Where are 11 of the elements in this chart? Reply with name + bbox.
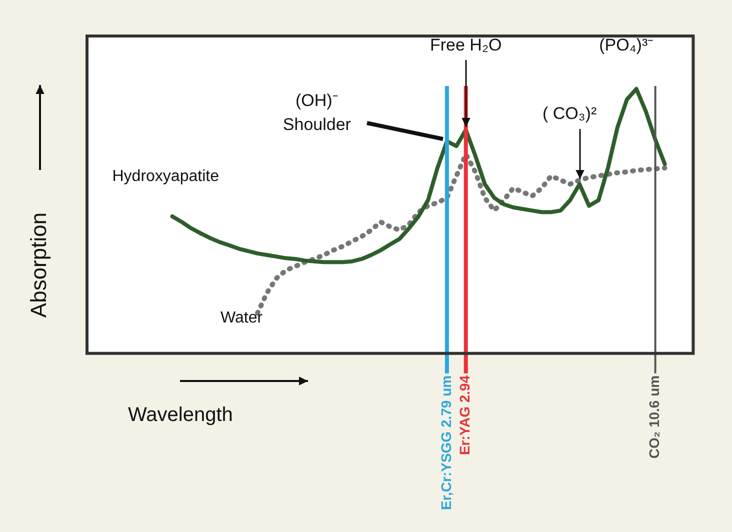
x-tick-label: Er:YAG 2.94 [456,375,473,456]
x-tick-label: Er,Cr:YSGG 2.79 um [438,375,454,510]
x-tick-label: CO₂ 10.6 um [646,375,662,459]
y-axis-title: Absorption [26,212,52,318]
text: Hydroxyapatite [112,168,220,185]
x-axis-title: Wavelength [128,404,233,426]
text: Free H₂O [430,36,502,55]
annotation: ( CO₃)² [542,104,597,123]
series-label: Water [220,310,264,327]
annotation: (OH)⁻ Shoulder [282,90,352,134]
text: (PO₄)³⁻ [599,36,654,55]
